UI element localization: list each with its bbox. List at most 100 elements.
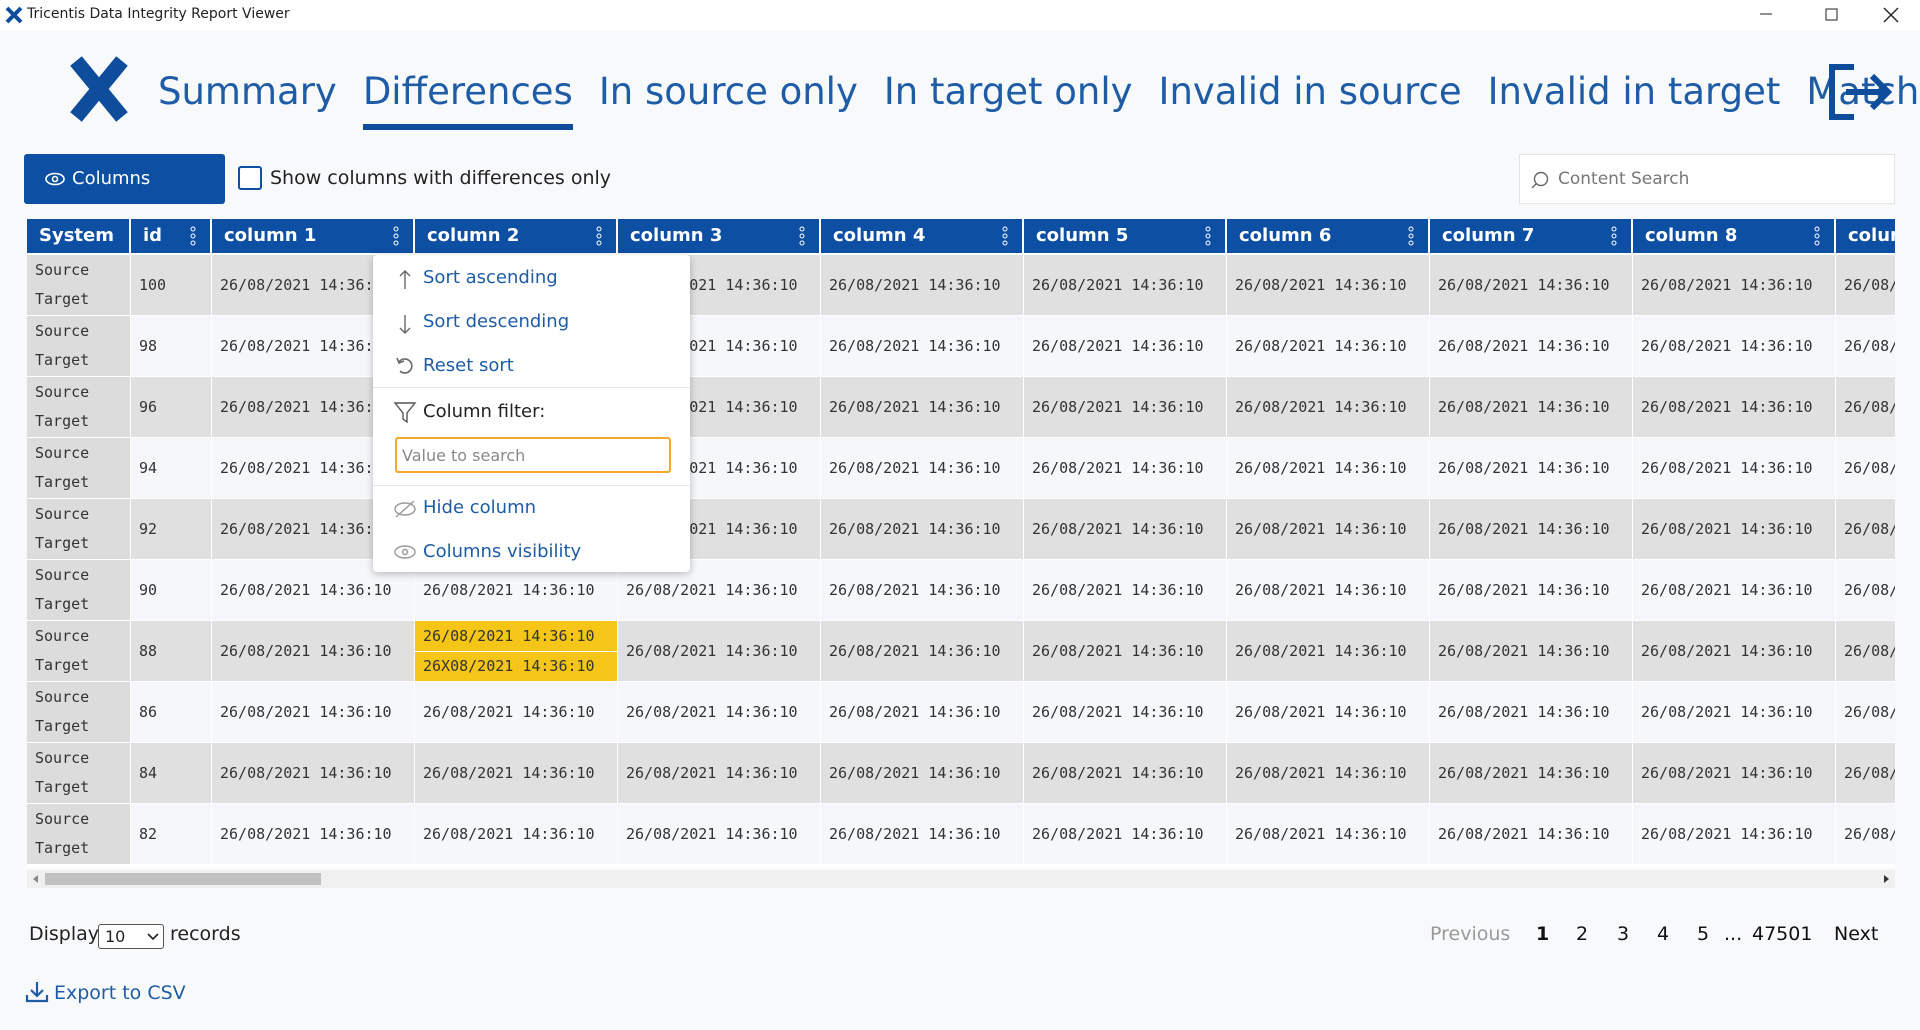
value-cell: 26/08/2021 14:36:10 [1024,560,1227,621]
column-menu-button[interactable] [799,226,805,246]
value-cell: 26/08/2021 14:36:10 [1633,682,1836,743]
column-menu-button[interactable] [1002,226,1008,246]
filter-icon [393,402,417,424]
eye-icon [45,172,65,186]
column-menu-button[interactable] [596,226,602,246]
value-cell: 26/08/2021 14:36:10 [1430,377,1633,438]
columns-visibility-item[interactable]: Columns visibility [423,541,582,562]
page-link[interactable]: 2 [1576,923,1589,945]
sort-ascending[interactable]: Sort ascending [423,267,558,288]
scroll-right[interactable] [1881,874,1891,884]
value-cell: 26/08/2021 14:36:10 [1024,377,1227,438]
source-label: Source [35,810,90,828]
value-cell: 26/08/2021 14:36:10 [1024,255,1227,316]
value-cell: 26/08/2021 14:36:10 [1633,621,1836,682]
column-menu-button[interactable] [190,226,196,246]
value-cell: 26/08/2021 14:36:10 [1024,743,1227,804]
source-label: Source [35,261,90,279]
value-cell: 26/08/2021 14:36:10 [821,804,1024,865]
column-header[interactable]: column 2 [415,219,618,253]
nav-tab[interactable]: In source only [598,70,858,113]
column-header[interactable]: column 4 [821,219,1024,253]
page-size-select[interactable]: 10 [98,924,164,949]
export-csv[interactable]: Export to CSV [54,982,186,1004]
previous-page[interactable]: Previous [1430,923,1511,945]
column-header[interactable]: column 6 [1227,219,1430,253]
divider [415,651,617,652]
content-search[interactable]: Content Search [1519,154,1895,204]
id-cell: 92 [131,499,212,560]
nav-tab[interactable]: Invalid in source [1158,70,1462,113]
value-cell: 26/08/2021 14:36:10 [1024,804,1227,865]
records-label: records [170,923,241,945]
nav-tabs: Summary Differences In source only In targe… [158,66,1920,130]
value-cell: 26/08/2021 14:36:10 [821,377,1024,438]
column-header[interactable]: column 7 [1430,219,1633,253]
nav-tab[interactable]: Invalid in target [1487,70,1781,113]
page-link[interactable]: 47501 [1752,923,1813,945]
page-link[interactable]: 5 [1697,923,1710,945]
column-header[interactable]: column 8 [1633,219,1836,253]
column-header[interactable]: id [131,219,212,253]
column-menu-button[interactable] [1611,226,1617,246]
id-cell: 90 [131,560,212,621]
column-header[interactable]: column 3 [618,219,821,253]
value-cell: 26/08/2021 14:36:10 [1227,438,1430,499]
value-cell: 26/08/2021 14:36:10 [821,255,1024,316]
export-icon [25,982,49,1003]
nav-tab[interactable]: In target only [883,70,1133,113]
page-link[interactable]: 3 [1617,923,1630,945]
value-cell: 26/08/2021 14:36:10 [821,743,1024,804]
value-cell: 26/08/2021 14:36:10 [1430,316,1633,377]
value-cell: 26/08/2021 14:36:10 [1024,499,1227,560]
nav-tab[interactable]: Differences [362,66,573,130]
column-header[interactable]: column 1 [212,219,415,253]
filter-input[interactable]: Value to search [395,437,671,473]
page-link[interactable]: 1 [1536,923,1550,945]
value-cell: 26/08/2021 14:36:10 [618,621,821,682]
exit-button[interactable] [1826,63,1894,121]
diff-cell: 26/08/2021 14:36:10 26X08/2021 14:36:10 [415,621,618,682]
column-menu-button[interactable] [1814,226,1820,246]
diff-only-checkbox[interactable] [238,166,262,190]
value-cell: 26/08/2021 14:36:10 [1227,621,1430,682]
window-controls[interactable] [1756,6,1916,26]
reset-icon [396,357,413,374]
title-bar: Tricentis Data Integrity Report Viewer [0,0,1920,30]
column-header[interactable]: System [27,219,131,253]
value-cell: 26/08/2021 14:36:10 [821,499,1024,560]
value-cell: 26/08/2021 14:36:10 [1430,743,1633,804]
columns-visibility-button[interactable]: Columns visibility [24,154,225,239]
value-cell: 26/08/2021 14:36:10 [1836,560,1895,621]
next-page[interactable]: Next [1834,923,1879,945]
value-cell: 26/08/2021 14:36:10 [1633,255,1836,316]
column-menu-button[interactable] [393,226,399,246]
value-cell: 26/08/2021 14:36:10 [1836,255,1895,316]
value-cell: 26/08/2021 14:36:10 [1836,804,1895,865]
scrollbar-thumb[interactable] [45,873,321,885]
hide-column[interactable]: Hide column [423,497,537,518]
nav-tab[interactable]: Summary [158,70,337,113]
sort-descending[interactable]: Sort descending [423,311,570,332]
ellipsis: ... [1724,923,1743,945]
value-cell: 26/08/2021 14:36:10 [1430,682,1633,743]
system-cell: Source Target [27,316,131,377]
diff-only-label: Show columns with differences only [270,167,612,189]
reset-sort[interactable]: Reset sort [423,355,514,376]
system-cell: Source Target [27,438,131,499]
hide-icon [394,500,416,518]
page-link[interactable]: 4 [1657,923,1670,945]
column-header[interactable]: column 9 [1836,219,1895,253]
system-cell: Source Target [27,377,131,438]
id-cell: 82 [131,804,212,865]
scroll-left[interactable] [31,874,41,884]
id-cell: 86 [131,682,212,743]
column-menu-button[interactable] [1205,226,1211,246]
value-cell: 26/08/2021 14:36:10 [1836,438,1895,499]
value-cell: 26/08/2021 14:36:10 [1836,377,1895,438]
column-header[interactable]: column 5 [1024,219,1227,253]
horizontal-scrollbar[interactable] [27,870,1895,888]
target-label: Target [35,290,90,308]
column-menu-button[interactable] [1408,226,1414,246]
